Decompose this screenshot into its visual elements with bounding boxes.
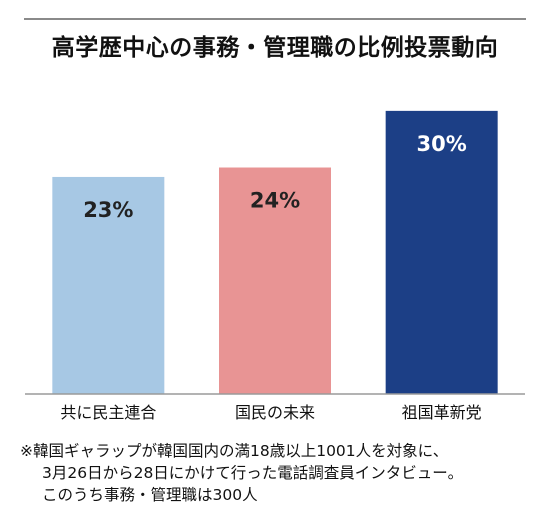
value-label-3: 30% xyxy=(417,132,467,156)
note-line-1: ※韓国ギャラップが韓国国内の満18歳以上1001人を対象に、 xyxy=(20,442,449,460)
note-line-3: このうち事務・管理職は300人 xyxy=(42,486,258,504)
chart-title: 高学歴中心の事務・管理職の比例投票動向 xyxy=(51,35,499,61)
bar-2 xyxy=(219,167,331,394)
bar-1 xyxy=(52,176,165,394)
bar-3 xyxy=(385,110,498,394)
category-label-3: 祖国革新党 xyxy=(402,403,482,422)
bar-chart: 23% 共に民主連合 24% 国民の未来 30% 祖国革新党 xyxy=(25,110,525,422)
top-divider xyxy=(24,18,526,20)
value-label-2: 24% xyxy=(250,189,300,213)
value-label-1: 23% xyxy=(83,198,133,222)
category-label-1: 共に民主連合 xyxy=(60,403,156,422)
note-line-2: 3月26日から28日にかけて行った電話調査員インタビュー。 xyxy=(42,464,464,482)
category-label-2: 国民の未来 xyxy=(235,403,315,422)
survey-note: ※韓国ギャラップが韓国国内の満18歳以上1001人を対象に、 3月26日から28… xyxy=(20,440,545,506)
